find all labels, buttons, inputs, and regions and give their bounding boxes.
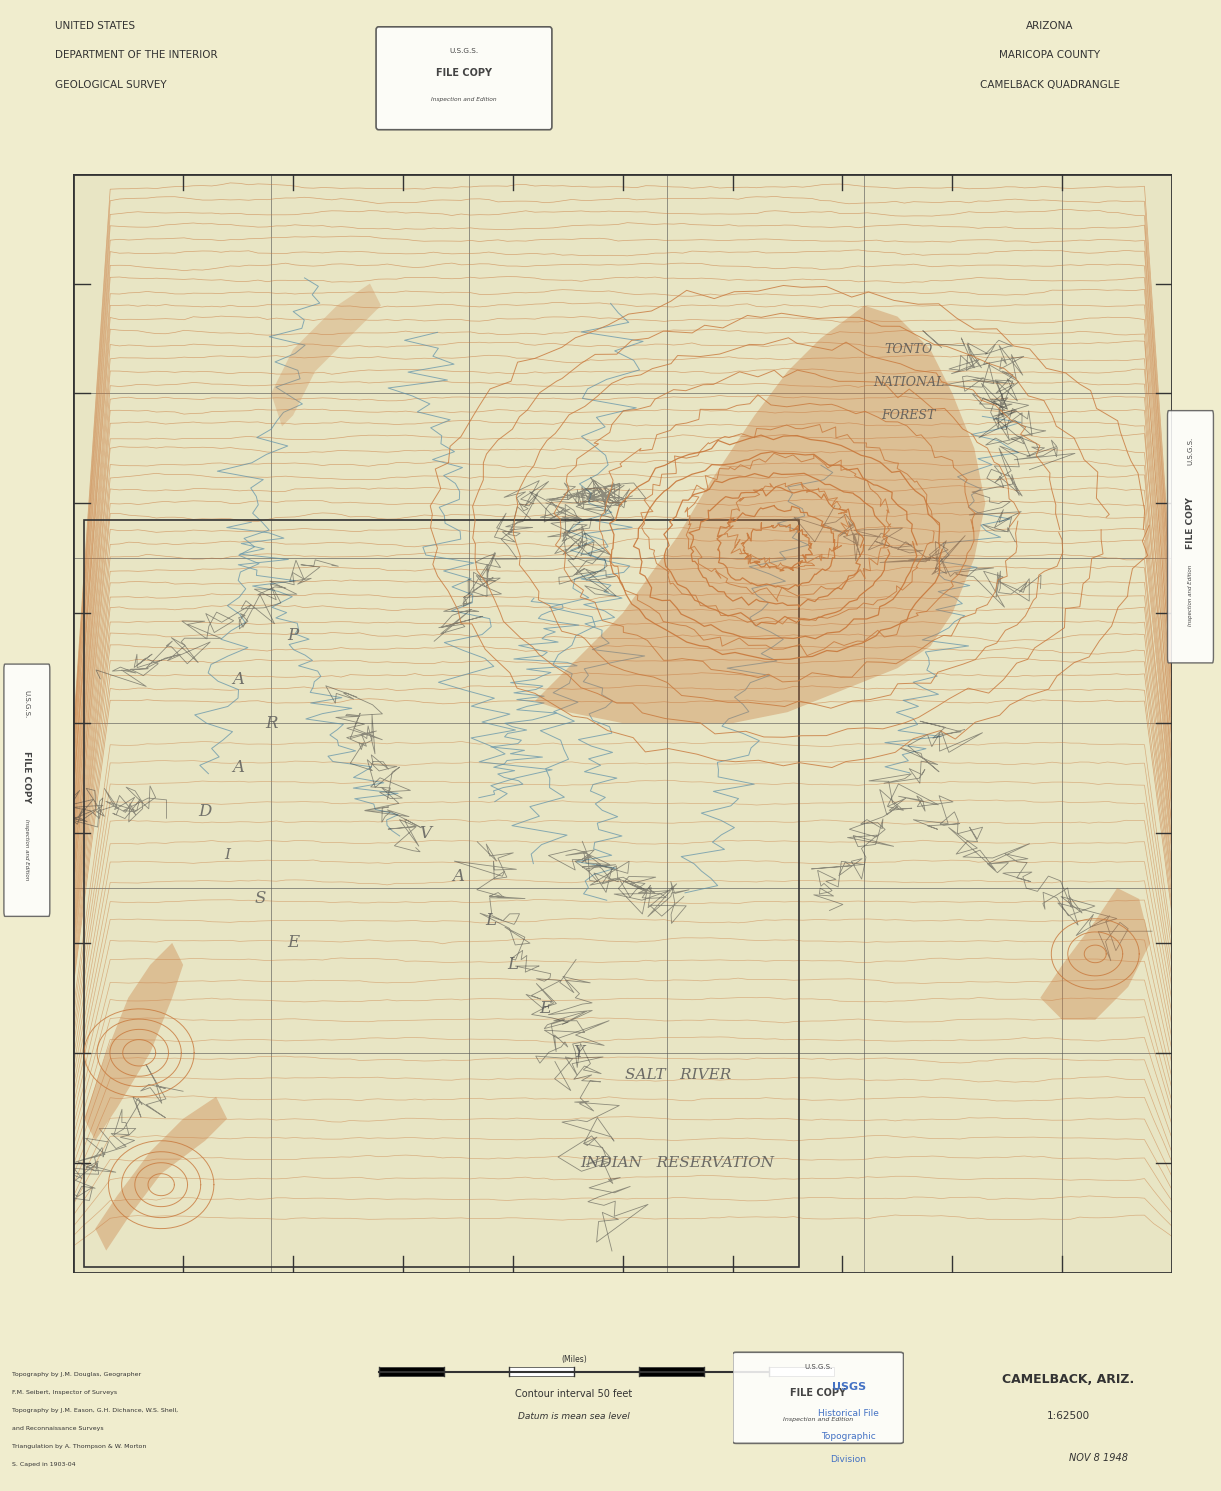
Polygon shape	[271, 283, 381, 426]
Text: TONTO: TONTO	[884, 343, 933, 356]
FancyBboxPatch shape	[376, 27, 552, 130]
Text: ARIZONA: ARIZONA	[1027, 21, 1073, 31]
Text: F.M. Seibert, Inspector of Surveys: F.M. Seibert, Inspector of Surveys	[12, 1390, 117, 1396]
Text: V: V	[419, 825, 431, 841]
FancyBboxPatch shape	[733, 1352, 904, 1443]
Text: CAMELBACK QUADRANGLE: CAMELBACK QUADRANGLE	[980, 79, 1120, 89]
Polygon shape	[84, 942, 183, 1141]
Text: CAMELBACK, ARIZ.: CAMELBACK, ARIZ.	[1002, 1373, 1134, 1385]
Bar	[379, 1367, 443, 1376]
Bar	[509, 1367, 574, 1376]
Bar	[84, 520, 799, 1267]
Text: U.S.G.S.: U.S.G.S.	[24, 690, 29, 719]
Text: P: P	[287, 626, 299, 644]
Text: Contour interval 50 feet: Contour interval 50 feet	[515, 1390, 632, 1399]
Text: Division: Division	[830, 1455, 867, 1464]
Text: (Miles): (Miles)	[560, 1355, 587, 1364]
FancyBboxPatch shape	[4, 663, 50, 917]
Text: USGS: USGS	[832, 1382, 866, 1393]
Text: DEPARTMENT OF THE INTERIOR: DEPARTMENT OF THE INTERIOR	[55, 51, 217, 60]
Text: S: S	[254, 890, 266, 908]
Text: FILE COPY: FILE COPY	[1186, 498, 1195, 549]
Polygon shape	[95, 1097, 227, 1251]
Text: S. Caped in 1903-04: S. Caped in 1903-04	[12, 1461, 76, 1467]
Text: Datum is mean sea level: Datum is mean sea level	[518, 1412, 630, 1421]
Text: Topography by J.M. Douglas, Geographer: Topography by J.M. Douglas, Geographer	[12, 1372, 142, 1378]
Text: Triangulation by A. Thompson & W. Morton: Triangulation by A. Thompson & W. Morton	[12, 1443, 147, 1449]
Text: NATIONAL: NATIONAL	[873, 376, 944, 389]
Text: Inspection and Edition: Inspection and Edition	[1188, 565, 1193, 626]
Text: FOREST: FOREST	[882, 409, 935, 422]
Text: U.S.G.S.: U.S.G.S.	[803, 1364, 833, 1370]
Text: A: A	[452, 868, 464, 886]
Text: NOV 8 1948: NOV 8 1948	[1070, 1454, 1128, 1463]
Text: Historical File: Historical File	[818, 1409, 879, 1418]
Text: A: A	[232, 759, 244, 775]
Text: FILE COPY: FILE COPY	[436, 69, 492, 79]
Text: Inspection and Edition: Inspection and Edition	[783, 1416, 853, 1421]
Bar	[769, 1367, 834, 1376]
Text: Topography by J.M. Eason, G.H. Dichance, W.S. Shell,: Topography by J.M. Eason, G.H. Dichance,…	[12, 1408, 178, 1413]
Text: Inspection and Edition: Inspection and Edition	[24, 819, 29, 880]
Text: SALT   RIVER: SALT RIVER	[624, 1068, 731, 1082]
Text: FILE COPY: FILE COPY	[22, 751, 32, 802]
Text: R: R	[265, 714, 277, 732]
Text: A: A	[232, 671, 244, 687]
Text: E: E	[287, 935, 299, 951]
Text: D: D	[199, 802, 211, 820]
FancyBboxPatch shape	[1167, 410, 1214, 663]
Text: E: E	[540, 1000, 552, 1017]
Text: L: L	[507, 956, 519, 974]
Text: UNITED STATES: UNITED STATES	[55, 21, 136, 31]
Polygon shape	[1040, 889, 1150, 1020]
Text: 1:62500: 1:62500	[1046, 1412, 1090, 1421]
Text: Topographic: Topographic	[822, 1431, 875, 1442]
Text: U.S.G.S.: U.S.G.S.	[1188, 437, 1193, 465]
Text: L: L	[485, 912, 497, 929]
Text: U.S.G.S.: U.S.G.S.	[449, 48, 479, 54]
Text: Inspection and Edition: Inspection and Edition	[431, 97, 497, 101]
Text: GEOLOGICAL SURVEY: GEOLOGICAL SURVEY	[55, 79, 166, 89]
Text: MARICOPA COUNTY: MARICOPA COUNTY	[1000, 51, 1100, 60]
Text: Y: Y	[573, 1044, 585, 1062]
Polygon shape	[535, 306, 985, 723]
Text: FILE COPY: FILE COPY	[790, 1388, 846, 1399]
Text: and Reconnaissance Surveys: and Reconnaissance Surveys	[12, 1425, 104, 1431]
Text: I: I	[225, 848, 230, 862]
Bar	[639, 1367, 705, 1376]
Text: INDIAN   RESERVATION: INDIAN RESERVATION	[581, 1156, 774, 1170]
